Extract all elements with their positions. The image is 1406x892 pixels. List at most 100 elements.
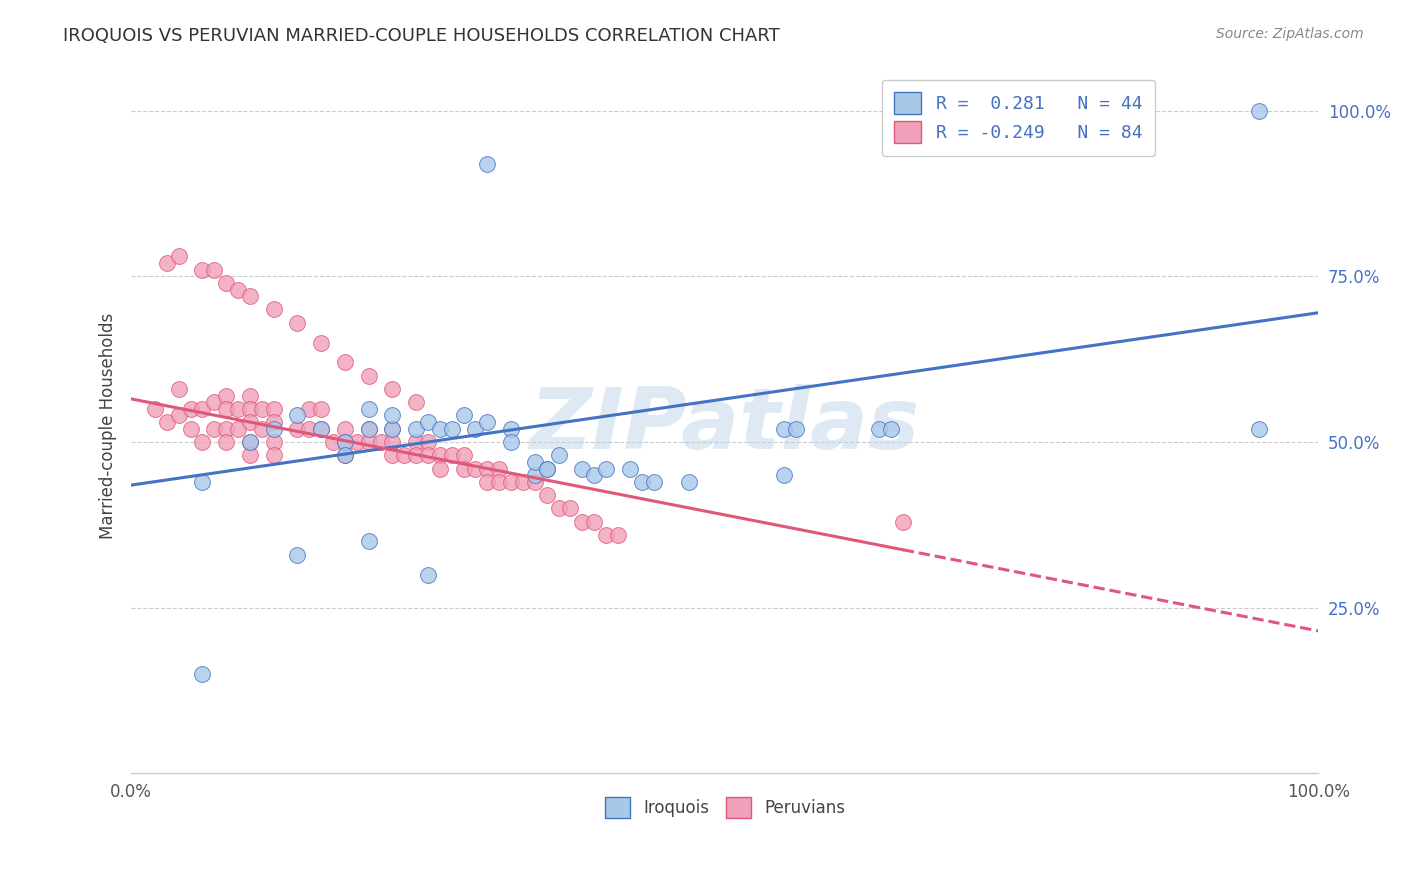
Point: [643, 475, 665, 489]
Point: [891, 515, 914, 529]
Point: [156, 415, 179, 429]
Point: [523, 468, 546, 483]
Point: [287, 548, 309, 562]
Point: [678, 475, 700, 489]
Point: [143, 401, 166, 416]
Point: [381, 435, 404, 450]
Point: [512, 475, 534, 489]
Point: [477, 415, 499, 429]
Point: [191, 475, 214, 489]
Point: [1247, 422, 1270, 436]
Point: [167, 249, 190, 263]
Point: [226, 422, 249, 436]
Point: [287, 316, 309, 330]
Point: [547, 448, 569, 462]
Point: [523, 455, 546, 469]
Point: [880, 422, 903, 436]
Point: [619, 461, 641, 475]
Point: [571, 461, 593, 475]
Point: [523, 475, 546, 489]
Y-axis label: Married-couple Households: Married-couple Households: [100, 312, 117, 539]
Point: [346, 435, 368, 450]
Point: [333, 355, 356, 369]
Point: [440, 422, 463, 436]
Point: [868, 422, 890, 436]
Point: [477, 461, 499, 475]
Point: [381, 422, 404, 436]
Point: [322, 435, 344, 450]
Point: [477, 475, 499, 489]
Point: [357, 435, 380, 450]
Point: [180, 401, 202, 416]
Point: [630, 475, 652, 489]
Point: [191, 667, 214, 681]
Point: [239, 415, 262, 429]
Point: [416, 415, 439, 429]
Point: [488, 475, 510, 489]
Point: [547, 501, 569, 516]
Point: [215, 422, 238, 436]
Point: [595, 528, 617, 542]
Point: [501, 475, 523, 489]
Point: [263, 435, 285, 450]
Point: [333, 448, 356, 462]
Point: [287, 422, 309, 436]
Point: [239, 435, 262, 450]
Point: [309, 422, 332, 436]
Point: [309, 335, 332, 350]
Text: IROQUOIS VS PERUVIAN MARRIED-COUPLE HOUSEHOLDS CORRELATION CHART: IROQUOIS VS PERUVIAN MARRIED-COUPLE HOUS…: [63, 27, 780, 45]
Point: [263, 415, 285, 429]
Point: [429, 461, 451, 475]
Point: [405, 395, 427, 409]
Point: [583, 515, 606, 529]
Point: [488, 461, 510, 475]
Point: [333, 448, 356, 462]
Point: [191, 262, 214, 277]
Point: [250, 401, 273, 416]
Point: [381, 409, 404, 423]
Point: [477, 156, 499, 170]
Point: [416, 435, 439, 450]
Point: [215, 435, 238, 450]
Point: [595, 461, 617, 475]
Point: [785, 422, 807, 436]
Point: [560, 501, 582, 516]
Point: [536, 461, 558, 475]
Point: [773, 468, 796, 483]
Point: [381, 382, 404, 396]
Point: [167, 382, 190, 396]
Point: [333, 435, 356, 450]
Point: [453, 409, 475, 423]
Point: [501, 422, 523, 436]
Point: [357, 401, 380, 416]
Point: [464, 461, 486, 475]
Point: [357, 368, 380, 383]
Point: [309, 401, 332, 416]
Point: [263, 448, 285, 462]
Text: Source: ZipAtlas.com: Source: ZipAtlas.com: [1216, 27, 1364, 41]
Text: ZIPatlas: ZIPatlas: [530, 384, 920, 467]
Point: [405, 422, 427, 436]
Point: [167, 409, 190, 423]
Point: [333, 422, 356, 436]
Point: [180, 422, 202, 436]
Point: [381, 422, 404, 436]
Point: [239, 401, 262, 416]
Point: [416, 567, 439, 582]
Point: [263, 422, 285, 436]
Point: [416, 448, 439, 462]
Point: [405, 435, 427, 450]
Point: [239, 389, 262, 403]
Point: [357, 534, 380, 549]
Legend: Iroquois, Peruvians: Iroquois, Peruvians: [598, 790, 852, 824]
Point: [333, 435, 356, 450]
Point: [263, 401, 285, 416]
Point: [381, 448, 404, 462]
Point: [773, 422, 796, 436]
Point: [298, 401, 321, 416]
Point: [239, 448, 262, 462]
Point: [405, 448, 427, 462]
Point: [156, 256, 179, 270]
Point: [1247, 103, 1270, 118]
Point: [298, 422, 321, 436]
